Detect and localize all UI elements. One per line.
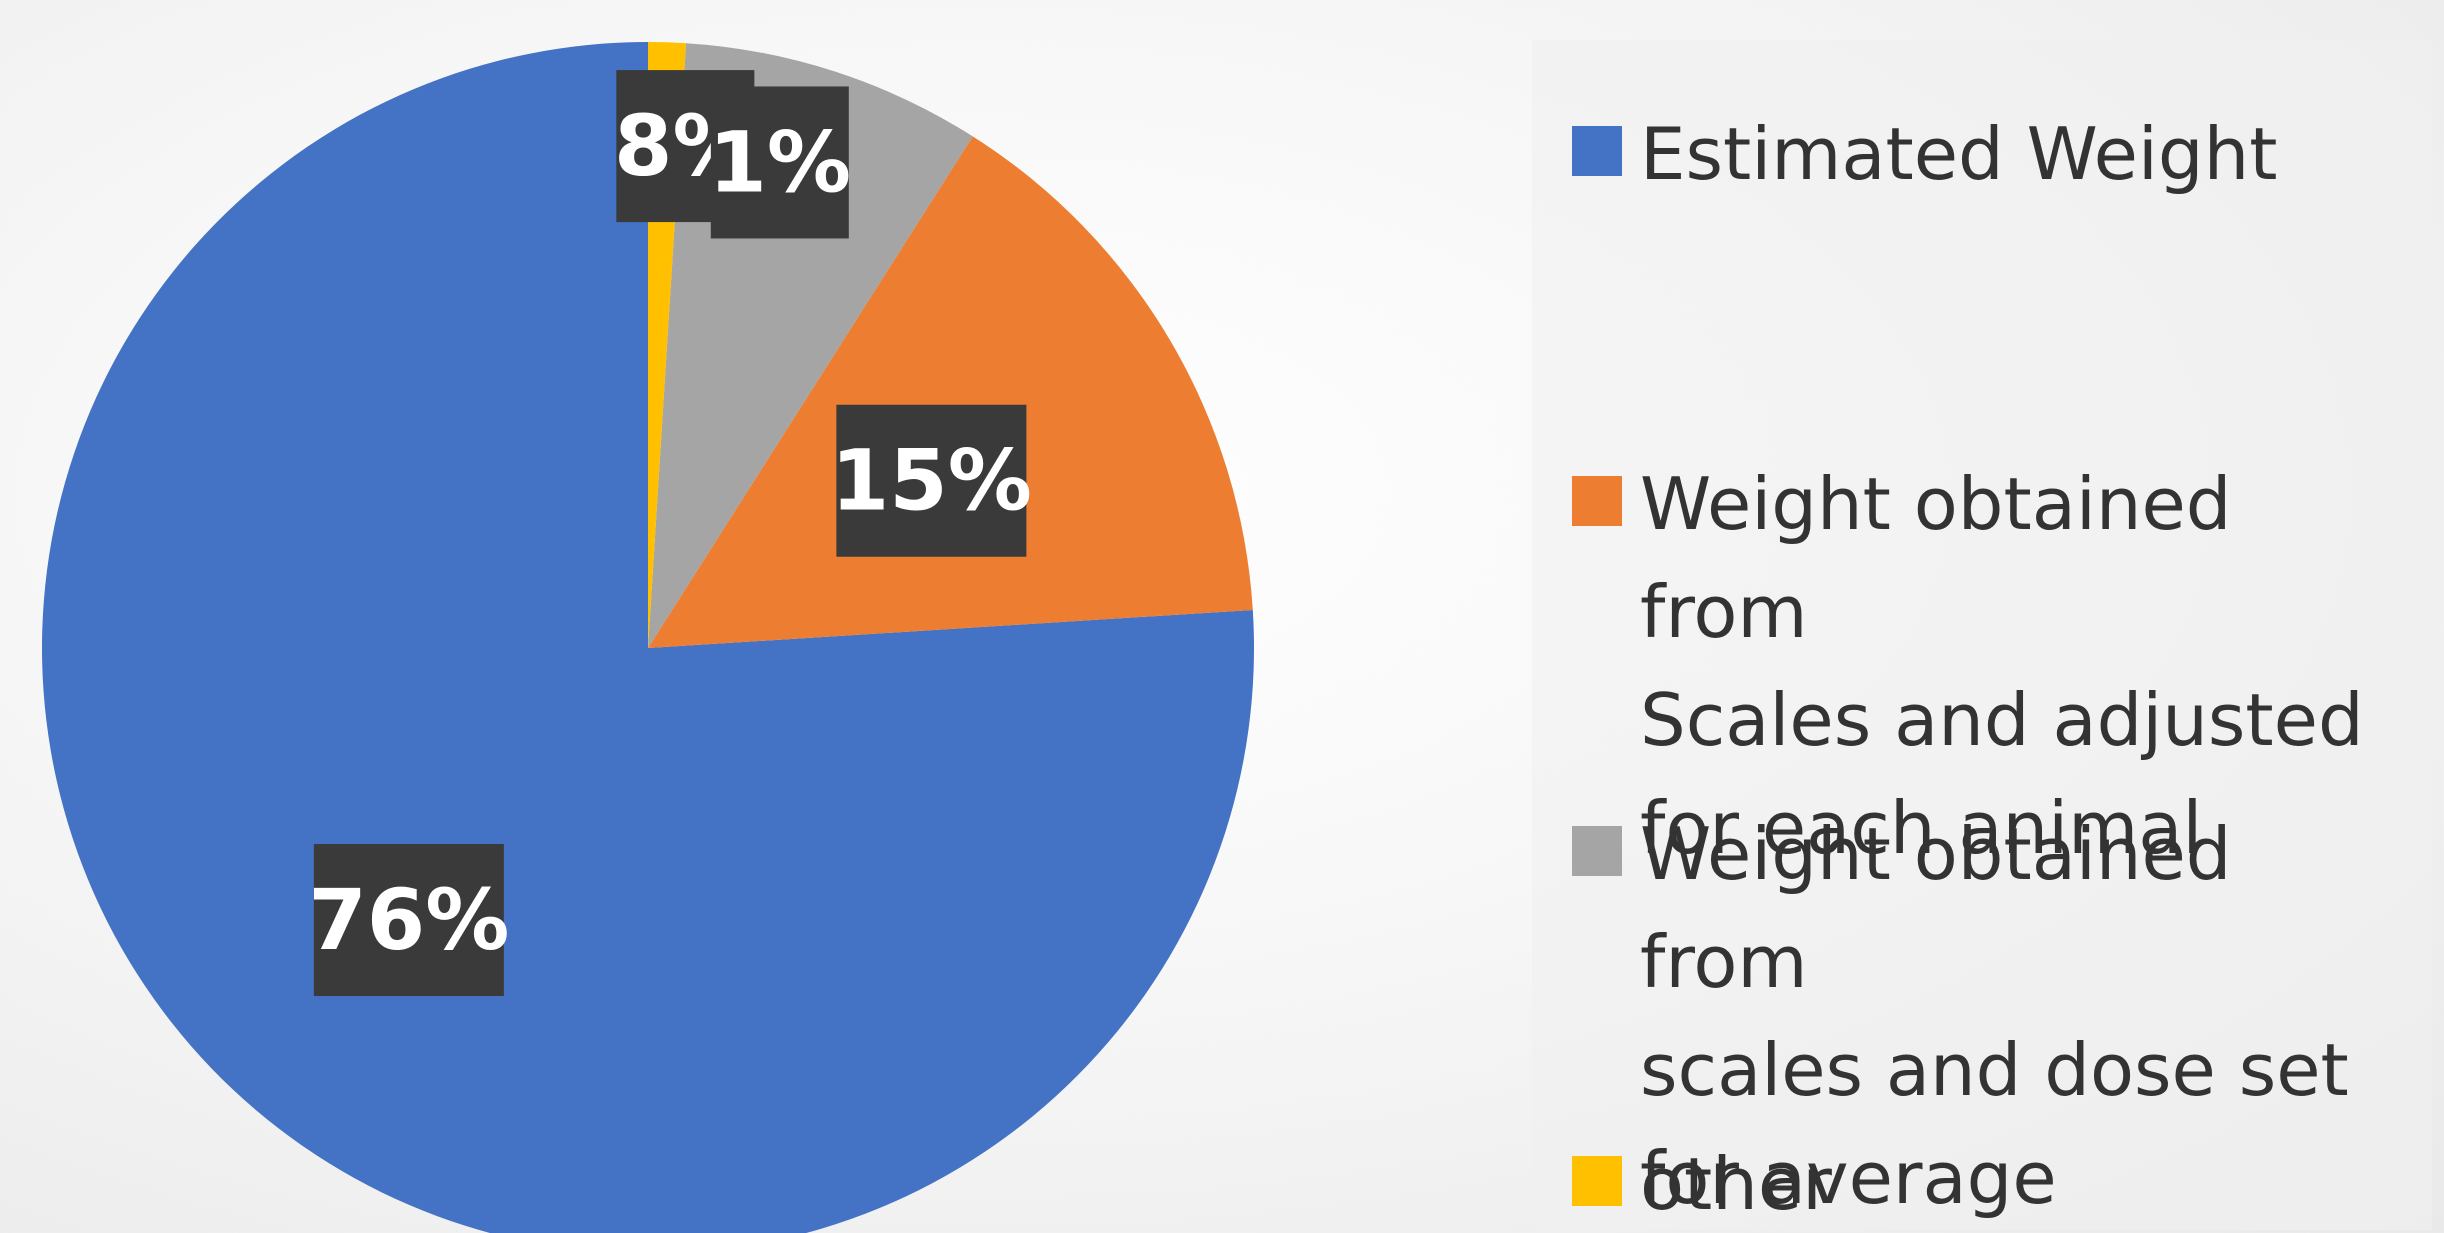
legend-swatch [1572, 1156, 1622, 1206]
data-label-estimated-weight: 76% [308, 844, 509, 997]
legend-swatch [1572, 476, 1622, 526]
legend-item-estimated-weight: Estimated Weight [1572, 100, 2432, 208]
legend-label: Weight obtained from scales and dose set… [1640, 812, 2349, 1220]
legend-label: Weight obtained from Scales and adjusted… [1640, 462, 2364, 870]
pie-slice-scales-adjusted [648, 136, 1253, 648]
data-label-box [836, 404, 1027, 557]
data-label-scales-adjusted: 15% [831, 404, 1032, 557]
legend-swatch [1572, 826, 1622, 876]
data-label-text: 1% [708, 113, 851, 211]
legend-label: other [1640, 1142, 1832, 1226]
legend-item-scales-adjusted: Weight obtained from Scales and adjusted… [1572, 450, 2432, 882]
data-label-text: 76% [308, 871, 509, 969]
chart-legend: Estimated Weight Weight obtained from Sc… [1532, 40, 2432, 1230]
data-labels: 76%15%8%1% [308, 70, 1032, 997]
data-label-other: 1% [708, 86, 851, 239]
legend-item-other: other [1572, 1130, 2432, 1233]
legend-item-scales-dose-average: Weight obtained from scales and dose set… [1572, 800, 2432, 1232]
legend-label: Estimated Weight [1640, 112, 2278, 196]
data-label-box [710, 86, 849, 239]
pie-chart: 76%15%8%1% [42, 42, 1254, 1233]
legend-swatch [1572, 126, 1622, 176]
data-label-box [313, 844, 504, 997]
data-label-text: 15% [831, 432, 1032, 530]
